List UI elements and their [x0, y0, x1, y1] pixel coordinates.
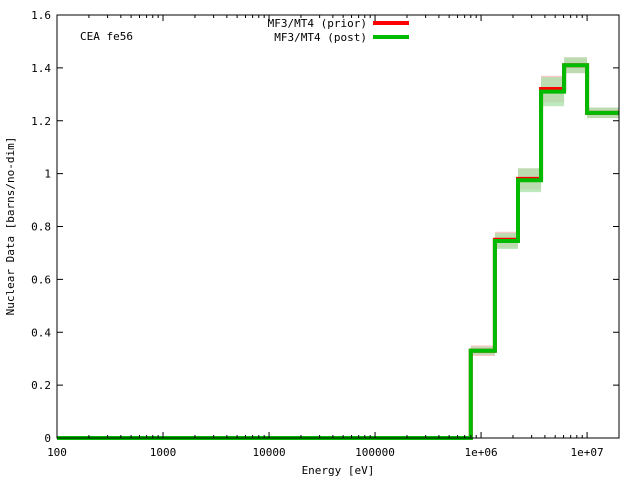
series-line-prior: [57, 63, 619, 440]
y-axis-ticks: 0 0.2 0.4 0.6 0.8 1 1.2 1.4 1.6: [31, 9, 619, 445]
x-tick-label: 10000: [252, 446, 285, 459]
series-lines: [57, 63, 619, 440]
x-tick-label: 1e+07: [571, 446, 604, 459]
series-line-post: [57, 63, 619, 440]
y-tick-label: 0.4: [31, 326, 51, 339]
y-tick-label: 0: [44, 432, 51, 445]
legend: MF3/MT4 (prior) MF3/MT4 (post): [268, 17, 409, 44]
y-tick-label: 1: [44, 168, 51, 181]
x-axis-ticks: 100 1000 10000 100000 1e+06 1e+07: [47, 15, 620, 459]
x-tick-label: 100000: [355, 446, 395, 459]
y-tick-label: 1.4: [31, 62, 51, 75]
y-axis-label: Nuclear Data [barns/no-dim]: [4, 137, 17, 316]
y-tick-label: 1.6: [31, 9, 51, 22]
x-tick-label: 100: [47, 446, 67, 459]
x-tick-label: 1e+06: [465, 446, 498, 459]
legend-entry-post: MF3/MT4 (post): [274, 31, 409, 44]
y-tick-label: 0.8: [31, 221, 51, 234]
legend-entry-prior: MF3/MT4 (prior): [268, 17, 409, 30]
y-tick-label: 1.2: [31, 115, 51, 128]
legend-label-prior: MF3/MT4 (prior): [268, 17, 367, 30]
y-tick-label: 0.2: [31, 379, 51, 392]
y-tick-label: 0.6: [31, 273, 51, 286]
plot-frame: [56, 14, 620, 439]
legend-label-post: MF3/MT4 (post): [274, 31, 367, 44]
x-axis-label: Energy [eV]: [302, 464, 375, 477]
x-tick-label: 1000: [150, 446, 177, 459]
chart-annotation: CEA fe56: [80, 30, 133, 43]
